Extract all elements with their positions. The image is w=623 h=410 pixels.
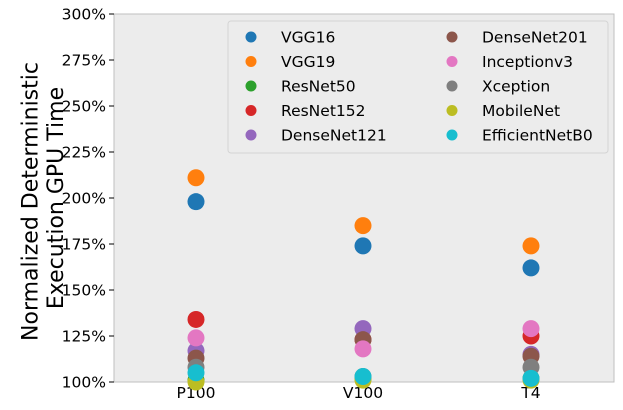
- point-efficientnetb0: [354, 367, 372, 385]
- y-tick-label: 225%: [62, 144, 106, 162]
- legend-marker: [245, 80, 257, 92]
- legend-marker: [245, 31, 257, 43]
- legend-marker: [446, 129, 458, 141]
- y-tick-label: 275%: [62, 52, 106, 70]
- y-axis-title-line-1: Normalized Deterministic: [19, 62, 44, 341]
- legend-label: Xception: [482, 78, 550, 96]
- legend-label: MobileNet: [482, 102, 560, 120]
- legend-label: ResNet152: [281, 102, 365, 120]
- legend-label: VGG16: [281, 29, 335, 47]
- legend-label: DenseNet201: [482, 29, 588, 47]
- y-tick-label: 125%: [62, 328, 106, 346]
- y-tick-label: 200%: [62, 190, 106, 208]
- point-vgg19: [522, 237, 540, 255]
- data-points: [187, 169, 540, 391]
- point-vgg16: [187, 193, 205, 211]
- legend: VGG16 VGG19 ResNet50 ResNet152 DenseNet121 De…: [227, 20, 609, 154]
- legend-marker: [446, 105, 458, 116]
- point-vgg19: [187, 169, 205, 187]
- legend-label: ResNet50: [281, 78, 356, 96]
- point-vgg16: [354, 237, 372, 255]
- legend-label: Inceptionv3: [482, 53, 573, 71]
- point-vgg16: [522, 259, 540, 277]
- legend-marker: [446, 56, 458, 67]
- y-tick-label: 300%: [62, 6, 106, 24]
- legend-label: DenseNet121: [281, 127, 387, 145]
- y-axis-title: Normalized Deterministic Execution GPU T…: [19, 55, 69, 341]
- legend-marker: [446, 31, 458, 43]
- y-tick-label: 250%: [62, 98, 106, 116]
- x-tick-label: T4: [520, 384, 540, 402]
- legend-marker: [245, 56, 257, 67]
- legend-label: EfficientNetB0: [482, 127, 593, 145]
- y-tick-label: 150%: [62, 282, 106, 300]
- x-tick-label: P100: [177, 384, 216, 402]
- legend-box: [227, 20, 609, 154]
- x-axis: P100 V100 T4: [177, 382, 541, 402]
- y-tick-label: 175%: [62, 236, 106, 254]
- legend-marker: [446, 80, 458, 92]
- y-axis: 100% 125% 150% 175% 200% 225% 250% 275% 300%: [62, 6, 114, 392]
- point-inceptionv3: [354, 340, 372, 358]
- y-axis-title-line-2: Execution GPU Time: [44, 87, 69, 309]
- legend-marker: [245, 105, 257, 116]
- legend-marker: [245, 129, 257, 141]
- point-vgg19: [354, 217, 372, 235]
- y-tick-label: 100%: [62, 374, 106, 392]
- point-efficientnetb0: [187, 364, 205, 382]
- point-inceptionv3: [522, 320, 540, 338]
- point-inceptionv3: [187, 329, 205, 347]
- point-efficientnetb0: [522, 369, 540, 387]
- legend-label: VGG19: [281, 53, 335, 71]
- x-tick-label: V100: [343, 384, 383, 402]
- point-resnet152: [187, 310, 205, 328]
